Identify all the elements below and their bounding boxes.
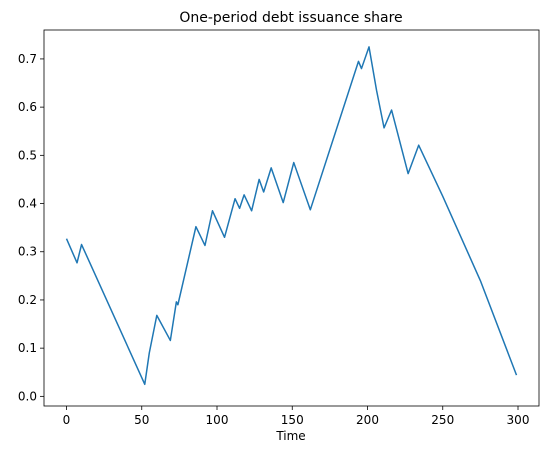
x-tick-label: 150 (281, 413, 304, 427)
x-axis-label: Time (275, 429, 305, 443)
y-tick-label: 0.4 (18, 197, 37, 211)
x-tick-label: 250 (431, 413, 454, 427)
y-tick-label: 0.0 (18, 389, 37, 403)
x-tick-label: 300 (507, 413, 530, 427)
y-tick-label: 0.7 (18, 52, 37, 66)
axes-frame (43, 29, 540, 407)
x-tick-label: 100 (206, 413, 229, 427)
y-tick-label: 0.2 (18, 293, 37, 307)
y-tick-label: 0.1 (18, 341, 37, 355)
y-tick-label: 0.3 (18, 245, 37, 259)
x-tick-label: 200 (356, 413, 379, 427)
x-tick-label: 50 (134, 413, 149, 427)
x-tick-label: 0 (63, 413, 71, 427)
y-tick-label: 0.5 (18, 148, 37, 162)
data-line (65, 46, 518, 386)
chart-title: One-period debt issuance share (179, 10, 402, 26)
y-tick-label: 0.6 (18, 100, 37, 114)
